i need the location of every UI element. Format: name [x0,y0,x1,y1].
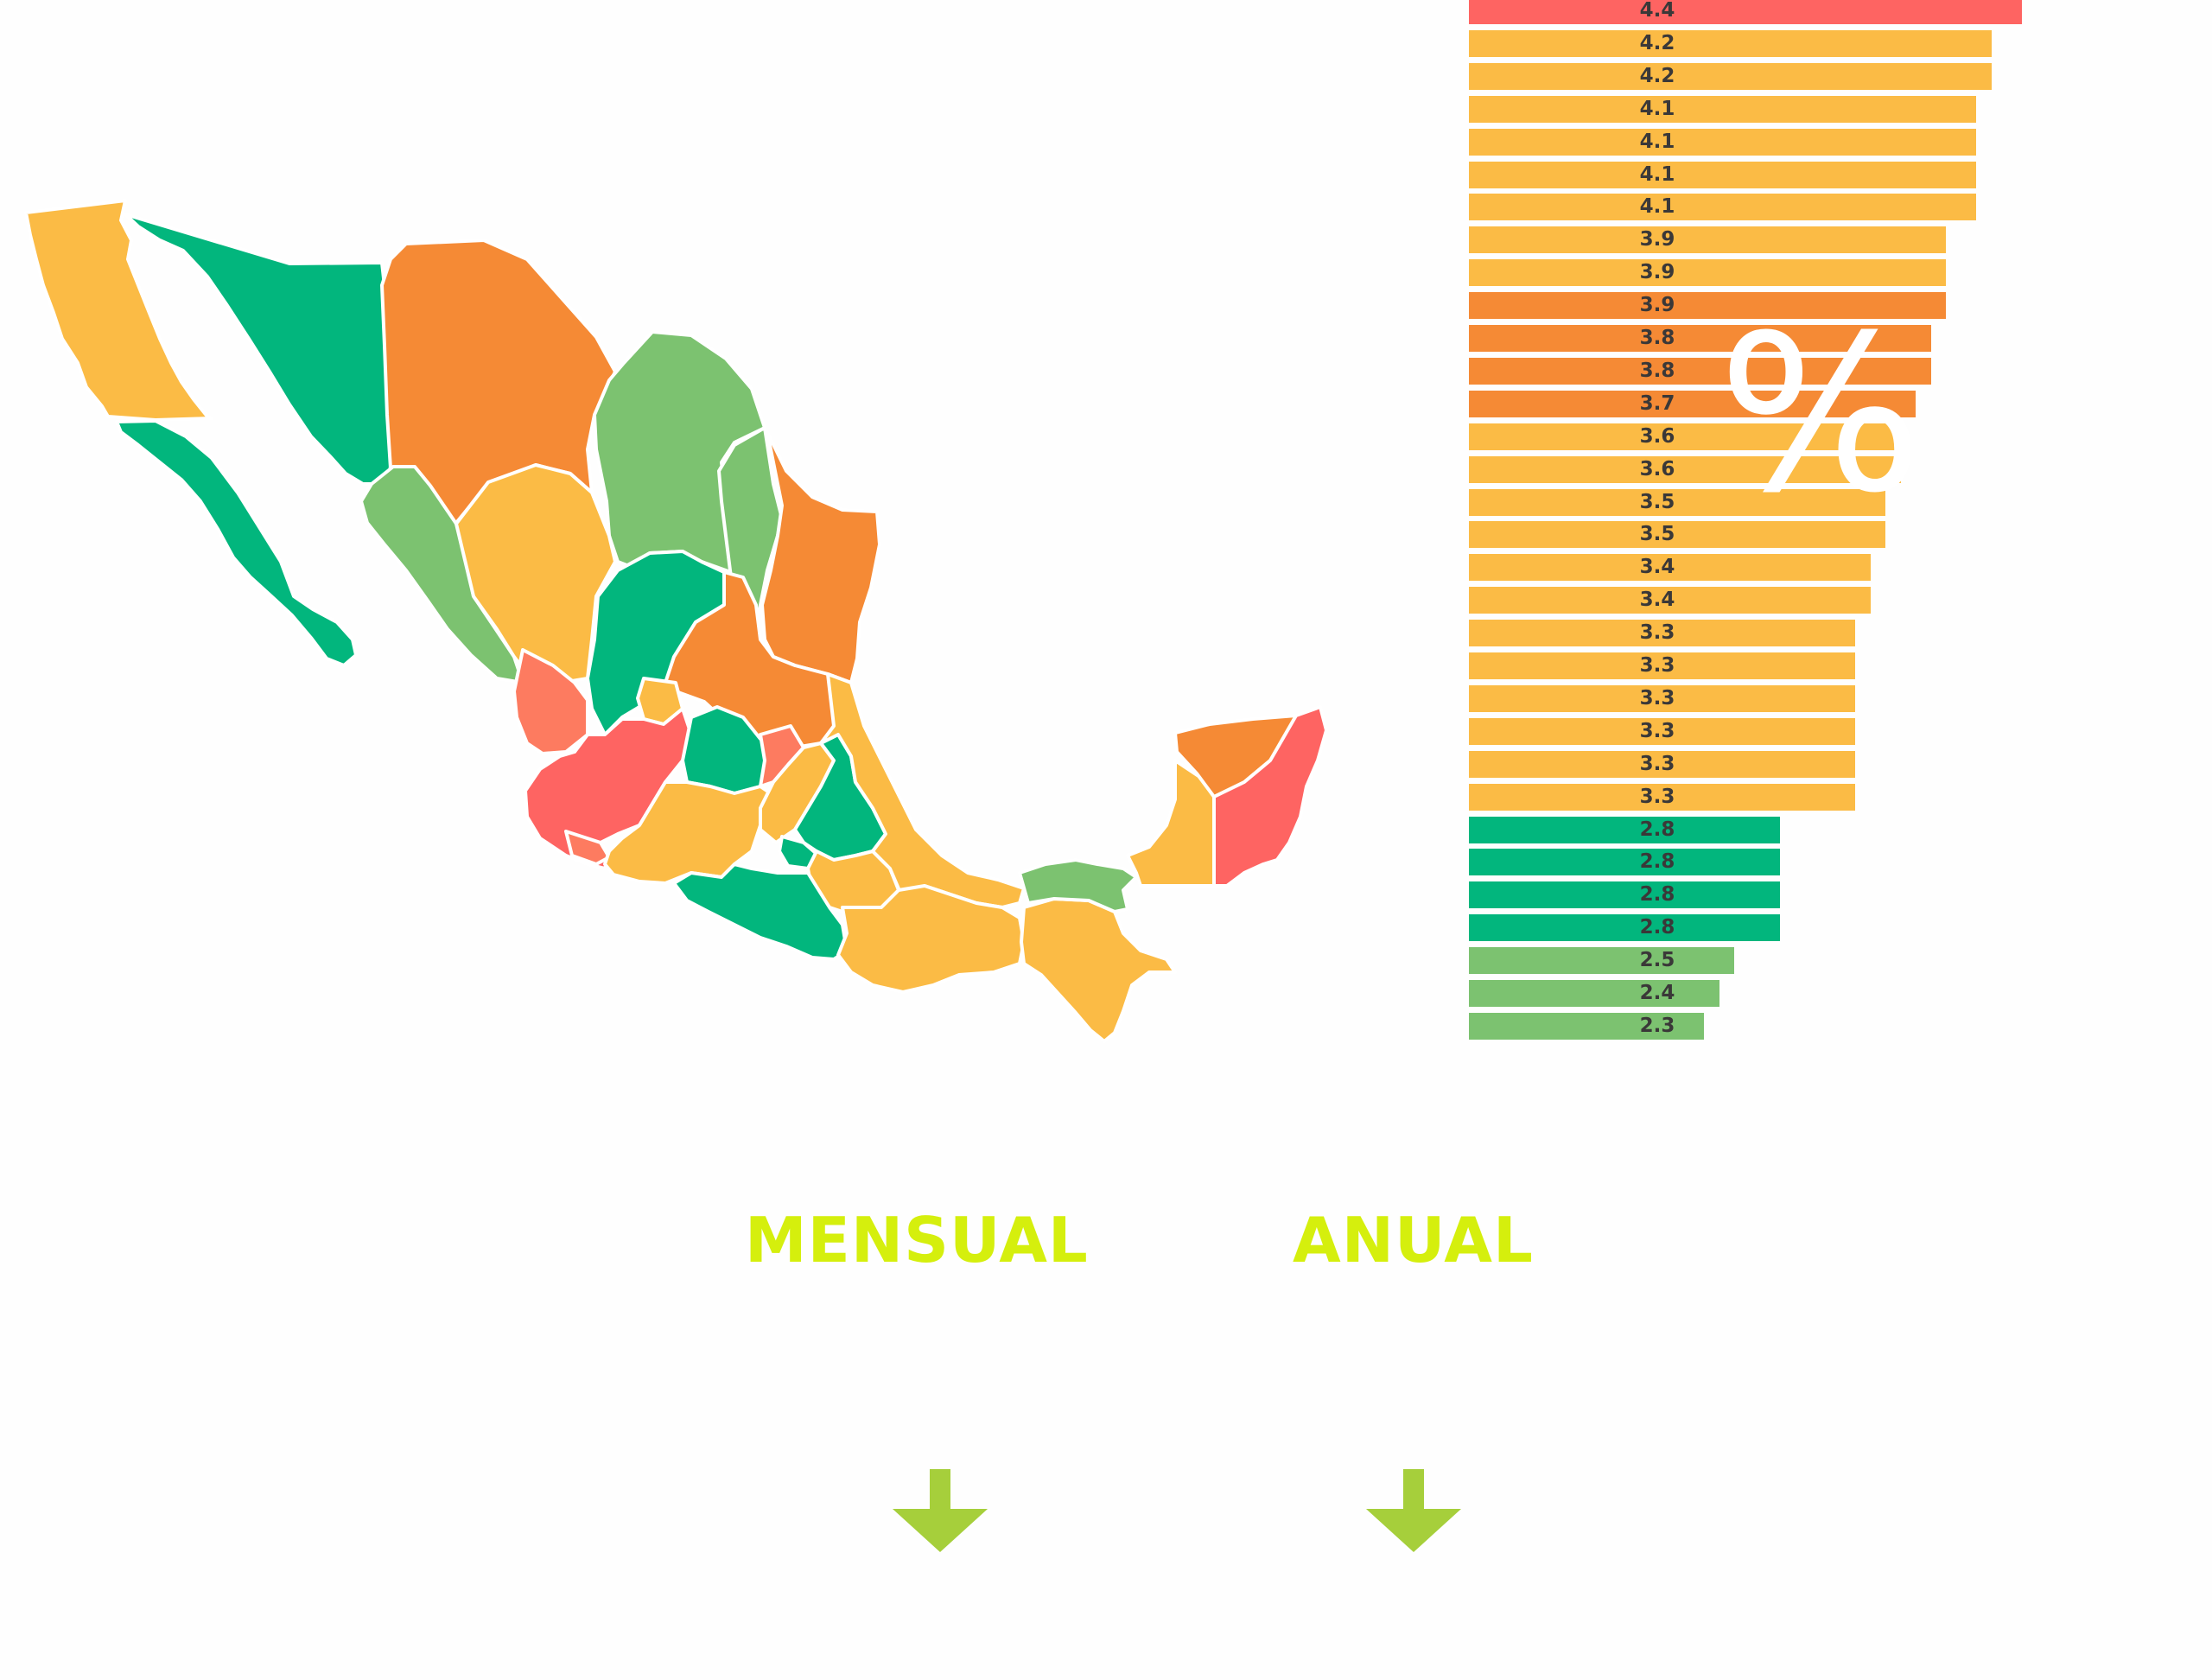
value-bar [1469,456,1901,483]
bar-value-label: 3.3 [1639,621,1675,644]
annual-heading: ANUAL [1293,1204,1534,1276]
value-bar [1469,620,1855,646]
bar-value-label: 4.1 [1639,130,1675,153]
value-bar [1469,914,1780,941]
bar-value-label: 3.4 [1639,589,1675,611]
bar-value-label: 3.3 [1639,786,1675,808]
value-bar [1469,652,1855,679]
value-bar [1469,554,1871,581]
map-region-chiapas [1020,897,1177,1043]
bar-value-label: 3.6 [1639,425,1675,448]
map-region-nayarit [512,648,589,755]
bar-value-label: 2.3 [1639,1015,1675,1037]
value-bar [1469,194,1976,220]
value-bar [1469,980,1719,1007]
value-bar [1469,751,1855,778]
value-bar [1469,292,1946,319]
bar-value-label: 3.9 [1639,228,1675,251]
value-bar [1469,0,2022,24]
value-bar [1469,521,1885,548]
bar-value-label: 3.3 [1639,654,1675,677]
bar-value-label: 4.2 [1639,65,1675,87]
bar-value-label: 2.5 [1639,949,1675,971]
bar-value-label: 3.3 [1639,720,1675,742]
map-region-baja-california-sur [115,419,358,667]
value-bar [1469,358,1931,385]
bar-value-label: 2.8 [1639,850,1675,873]
bar-value-label: 2.8 [1639,916,1675,939]
value-bar [1469,685,1855,712]
bar-value-label: 3.9 [1639,261,1675,283]
map-region-tabasco [1018,858,1138,913]
value-bar [1469,423,1901,450]
value-bar [1469,96,1976,123]
map-region-oaxaca [836,884,1026,994]
value-bar [1469,817,1780,843]
bar-value-label: 4.2 [1639,32,1675,54]
monthly-heading: MENSUAL [745,1204,1089,1276]
value-bar [1469,162,1976,188]
bar-value-label: 3.4 [1639,556,1675,578]
bar-value-label: 3.8 [1639,327,1675,349]
bar-value-label: 3.7 [1639,392,1675,415]
bar-value-label: 4.1 [1639,98,1675,120]
map-region-quintana-roo [1212,705,1328,888]
map-region-baja-california [24,199,213,422]
value-bar [1469,259,1946,286]
down-arrow-icon [1366,1469,1461,1552]
value-bar [1469,325,1931,352]
value-bar [1469,30,1992,57]
map-region-colima [564,830,611,866]
map-region-jalisco [524,707,693,870]
down-arrow-icon [893,1469,988,1552]
bar-value-label: 4.1 [1639,195,1675,218]
value-bar [1469,881,1780,908]
value-bar [1469,63,1992,90]
bar-value-label: 3.3 [1639,687,1675,710]
value-bar [1469,391,1916,417]
bar-value-label: 3.8 [1639,360,1675,382]
value-bar [1469,784,1855,811]
bar-value-label: 2.4 [1639,982,1675,1004]
bar-value-label: 4.1 [1639,163,1675,186]
bar-value-label: 3.6 [1639,458,1675,480]
value-bar [1469,129,1976,156]
bar-value-label: 2.8 [1639,818,1675,841]
value-bar [1469,587,1871,614]
value-bar [1469,1013,1704,1040]
bar-value-label: 3.9 [1639,294,1675,316]
value-bar [1469,226,1946,253]
bar-value-label: 3.5 [1639,523,1675,545]
bar-value-label: 3.5 [1639,491,1675,513]
value-bar [1469,947,1734,974]
bar-value-label: 3.3 [1639,753,1675,775]
value-bar [1469,718,1855,745]
value-bar [1469,849,1780,875]
bar-value-label: 4.4 [1639,0,1675,22]
value-bar [1469,489,1885,516]
bar-value-label: 2.8 [1639,883,1675,906]
